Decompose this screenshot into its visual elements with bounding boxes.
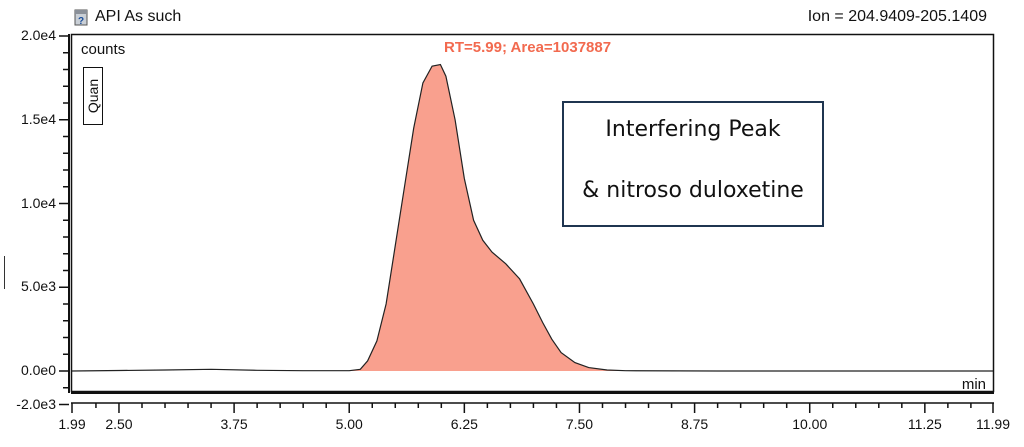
plot-frame: [70, 33, 995, 393]
cursor-marker: [4, 256, 5, 289]
annotation-line-1: Interfering Peak: [605, 117, 781, 142]
peak-area: [349, 64, 626, 371]
y-unit-label: counts: [81, 41, 126, 58]
unknown-file-icon: ?: [74, 9, 88, 27]
chromatogram-trace: [71, 63, 993, 372]
x-tick-label: 10.00: [792, 416, 828, 432]
x-tick-label: 5.00: [335, 416, 363, 432]
quan-badge[interactable]: Quan: [83, 67, 103, 125]
x-tick-label: 8.75: [680, 416, 709, 432]
y-tick-label: 0.0e0: [20, 362, 56, 378]
y-tick-label: 1.5e4: [20, 110, 56, 127]
x-tick-label: 11.99: [976, 416, 1010, 432]
peak-label: RT=5.99; Area=1037887: [444, 39, 612, 56]
ion-range-label: Ion = 204.9409-205.1409: [807, 8, 987, 25]
y-tick-label: 5.0e3: [20, 278, 56, 295]
y-ticks: [59, 35, 69, 406]
x-tick-label: 6.25: [450, 416, 478, 432]
x-tick-label: 7.50: [565, 416, 594, 432]
chart-title: API As such: [95, 8, 182, 25]
y-tick-label: 2.0e4: [20, 27, 56, 43]
x-unit-label: min: [961, 376, 986, 393]
x-tick-label: 2.50: [105, 416, 133, 432]
y-tick-label: 1.0e4: [20, 194, 56, 211]
x-ticks: [71, 403, 994, 413]
annotation-box: Interfering Peak & nitroso duloxetine: [562, 101, 824, 227]
y-tick-label: -2.0e3: [16, 395, 56, 412]
x-tick-label: 11.25: [907, 416, 942, 432]
quan-badge-label: Quan: [85, 78, 101, 114]
x-tick-label: 3.75: [220, 416, 248, 432]
x-tick-label: 1.99: [58, 416, 86, 432]
svg-text:?: ?: [78, 16, 84, 26]
annotation-line-2: & nitroso duloxetine: [582, 178, 804, 203]
